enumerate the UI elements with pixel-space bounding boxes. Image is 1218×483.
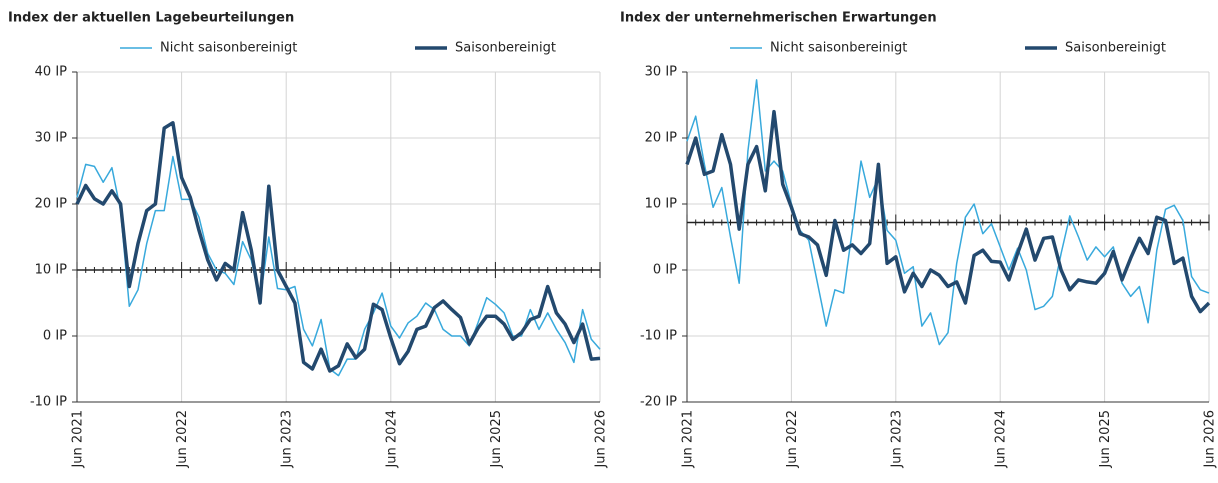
y-tick-label: 30 IP: [645, 65, 678, 80]
x-tick-label: Jun 2022: [175, 410, 190, 469]
y-tick-label: -10 IP: [640, 329, 677, 344]
x-tick-label: Jun 2024: [384, 410, 399, 469]
x-tick-label: Jun 2021: [681, 410, 696, 469]
y-tick-label: 30 IP: [35, 131, 68, 146]
legend-label: Nicht saisonbereinigt: [770, 41, 907, 56]
x-tick-label: Jun 2026: [594, 410, 609, 469]
y-tick-label: 10 IP: [645, 197, 678, 212]
series-line: [75, 121, 601, 373]
x-tick-label: Jun 2022: [785, 410, 800, 469]
x-tick-label: Jun 2025: [489, 410, 504, 469]
x-tick-label: Jun 2021: [71, 410, 86, 469]
chart: Index der unternehmerischen Erwartungen -…: [620, 11, 1218, 469]
series-line: [685, 109, 1211, 314]
y-tick-label: -20 IP: [640, 395, 677, 410]
y-tick-label: 20 IP: [35, 197, 68, 212]
y-tick-label: 0 IP: [43, 329, 67, 344]
x-tick-label: Jun 2023: [889, 410, 904, 469]
x-tick-label: Jun 2023: [280, 410, 295, 469]
chart-title: Index der unternehmerischen Erwartungen: [620, 11, 937, 26]
chart-title: Index der aktuellen Lagebeurteilungen: [8, 11, 294, 26]
series-line: [686, 79, 1210, 346]
y-tick-label: 0 IP: [653, 263, 677, 278]
y-tick-label: -10 IP: [30, 395, 67, 410]
y-tick-label: 40 IP: [35, 65, 68, 80]
chart: Index der aktuellen Lagebeurteilungen -10…: [8, 11, 609, 469]
legend-label: Nicht saisonbereinigt: [160, 41, 297, 56]
y-tick-label: 20 IP: [645, 131, 678, 146]
legend-label: Saisonbereinigt: [455, 41, 556, 56]
x-tick-label: Jun 2024: [994, 410, 1009, 469]
x-tick-label: Jun 2026: [1203, 410, 1218, 469]
legend-label: Saisonbereinigt: [1065, 41, 1166, 56]
y-tick-label: 10 IP: [35, 263, 68, 278]
x-tick-label: Jun 2025: [1098, 410, 1113, 469]
